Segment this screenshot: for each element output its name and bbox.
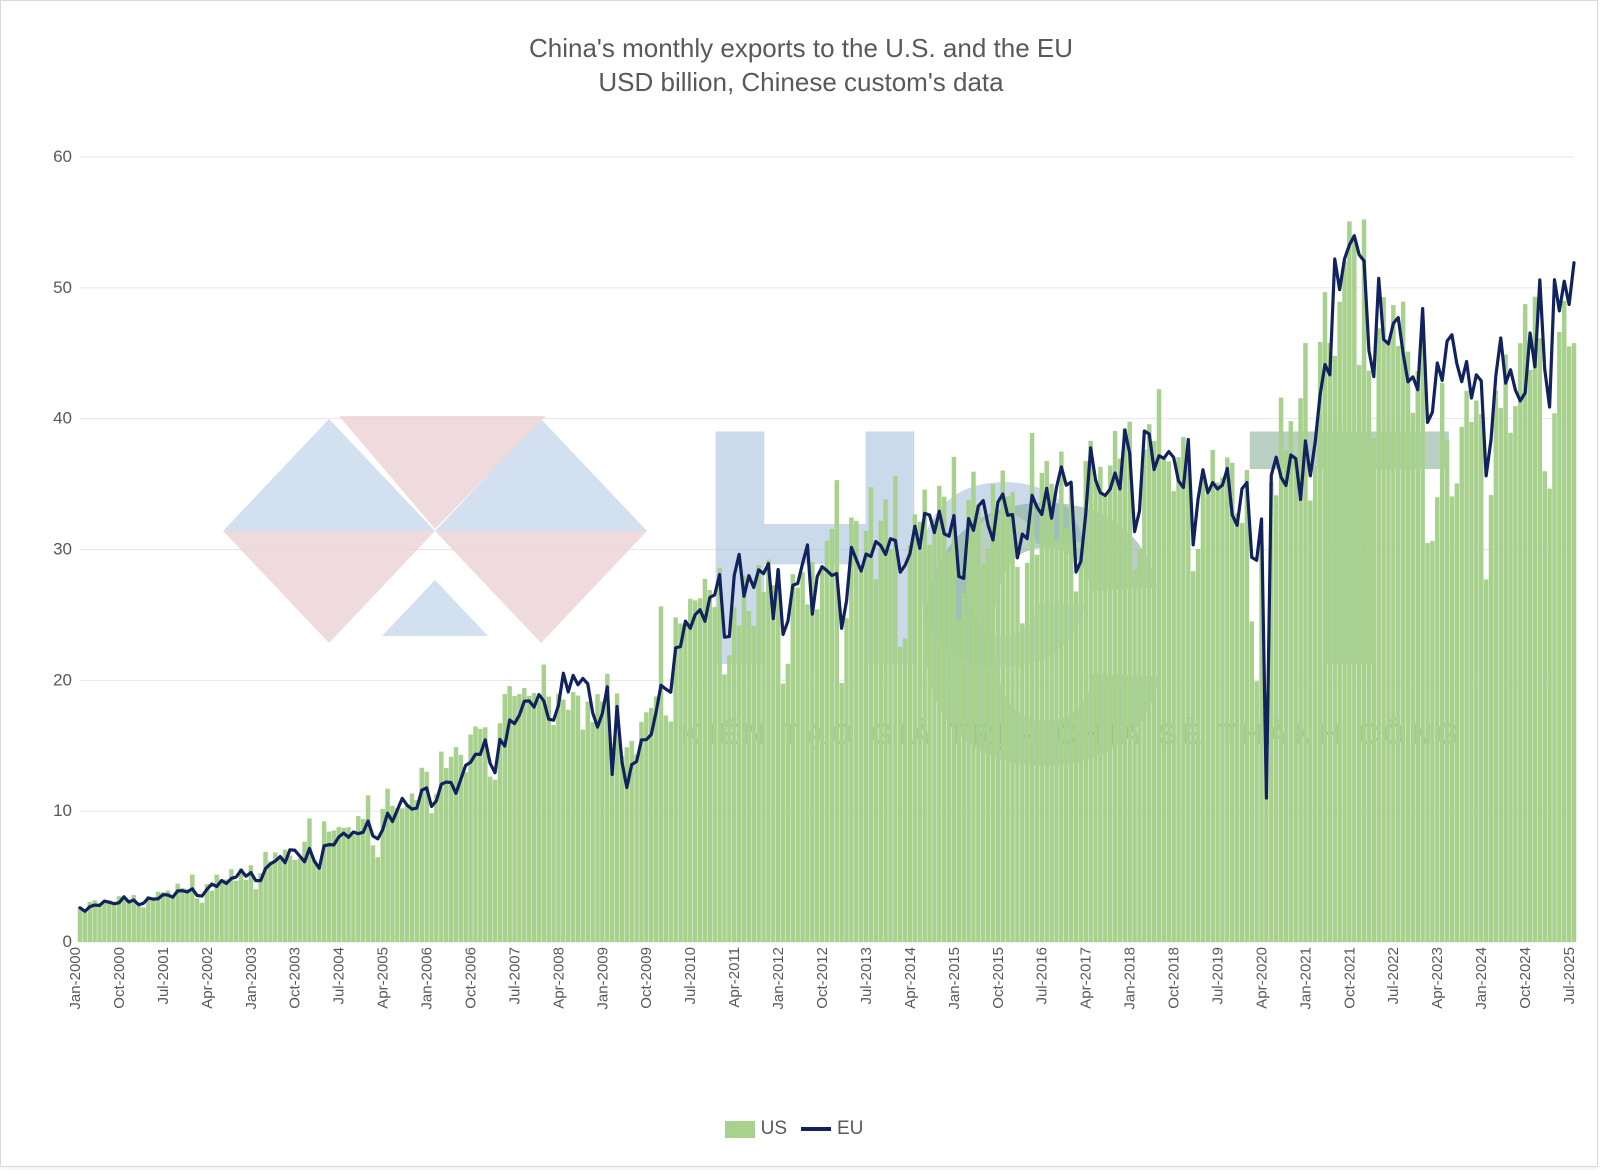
svg-text:Jan-2000: Jan-2000 xyxy=(67,947,84,1010)
svg-text:20: 20 xyxy=(53,670,72,689)
svg-text:Jul-2016: Jul-2016 xyxy=(1034,947,1051,1005)
svg-text:Oct-2012: Oct-2012 xyxy=(814,947,831,1009)
svg-text:Jan-2006: Jan-2006 xyxy=(419,947,436,1010)
svg-text:Jan-2012: Jan-2012 xyxy=(770,947,787,1010)
svg-text:40: 40 xyxy=(53,409,72,428)
svg-text:30: 30 xyxy=(53,540,72,559)
svg-text:Jan-2003: Jan-2003 xyxy=(243,947,260,1010)
svg-text:Apr-2008: Apr-2008 xyxy=(550,947,567,1009)
svg-text:Jan-2018: Jan-2018 xyxy=(1122,947,1139,1010)
svg-text:Oct-2018: Oct-2018 xyxy=(1166,947,1183,1009)
svg-text:Oct-2006: Oct-2006 xyxy=(462,947,479,1009)
svg-text:Jul-2019: Jul-2019 xyxy=(1209,947,1226,1005)
svg-text:Oct-2000: Oct-2000 xyxy=(111,947,128,1009)
svg-text:Apr-2002: Apr-2002 xyxy=(199,947,216,1009)
svg-text:Apr-2011: Apr-2011 xyxy=(726,947,743,1008)
svg-text:10: 10 xyxy=(53,801,72,820)
svg-text:60: 60 xyxy=(53,147,72,166)
svg-text:Apr-2005: Apr-2005 xyxy=(375,947,392,1009)
svg-text:Oct-2015: Oct-2015 xyxy=(990,947,1007,1009)
svg-text:Jul-2004: Jul-2004 xyxy=(331,947,348,1005)
svg-text:Jan-2015: Jan-2015 xyxy=(946,947,963,1010)
svg-text:Apr-2014: Apr-2014 xyxy=(902,947,919,1009)
svg-text:Apr-2020: Apr-2020 xyxy=(1253,947,1270,1009)
svg-text:50: 50 xyxy=(53,278,72,297)
svg-text:Jul-2013: Jul-2013 xyxy=(858,947,875,1005)
svg-text:Jan-2021: Jan-2021 xyxy=(1297,947,1314,1010)
svg-text:Apr-2017: Apr-2017 xyxy=(1078,947,1095,1009)
svg-text:Oct-2003: Oct-2003 xyxy=(287,947,304,1009)
svg-text:Oct-2024: Oct-2024 xyxy=(1517,947,1534,1009)
svg-text:Oct-2021: Oct-2021 xyxy=(1341,947,1358,1009)
svg-text:Jan-2024: Jan-2024 xyxy=(1473,947,1490,1010)
svg-text:Jul-2001: Jul-2001 xyxy=(155,947,172,1005)
svg-text:Jul-2007: Jul-2007 xyxy=(506,947,523,1005)
svg-text:Jul-2022: Jul-2022 xyxy=(1385,947,1402,1005)
svg-text:Jul-2010: Jul-2010 xyxy=(682,947,699,1005)
svg-text:Jul-2025: Jul-2025 xyxy=(1561,947,1578,1005)
svg-text:Apr-2023: Apr-2023 xyxy=(1429,947,1446,1009)
svg-text:Jan-2009: Jan-2009 xyxy=(594,947,611,1010)
svg-text:Oct-2009: Oct-2009 xyxy=(638,947,655,1009)
